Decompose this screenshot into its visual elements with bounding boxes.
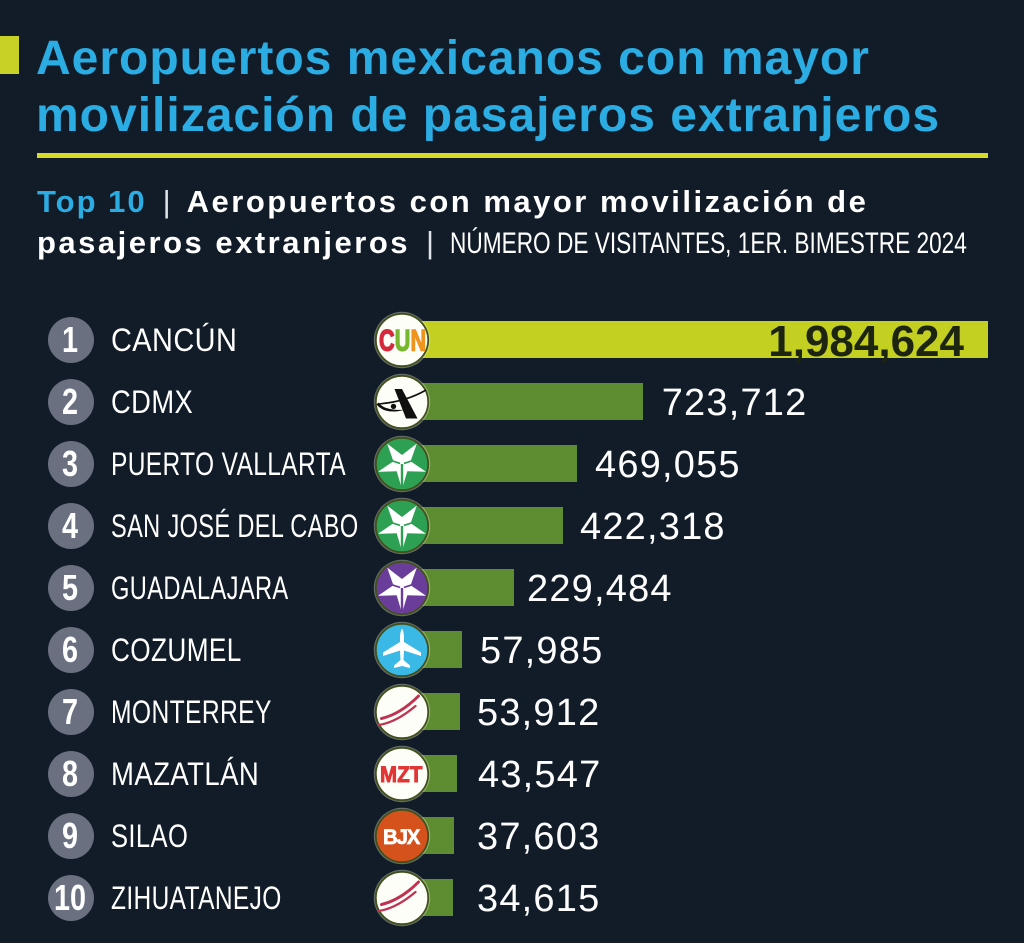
svg-text:Z: Z: [397, 762, 410, 787]
svg-text:C: C: [379, 322, 395, 356]
svg-text:X: X: [407, 825, 421, 848]
svg-text:T: T: [410, 762, 423, 787]
svg-text:B: B: [383, 825, 398, 848]
svg-text:J: J: [397, 825, 408, 848]
svg-text:U: U: [395, 322, 411, 356]
svg-text:M: M: [380, 762, 397, 787]
svg-text:N: N: [411, 322, 427, 356]
